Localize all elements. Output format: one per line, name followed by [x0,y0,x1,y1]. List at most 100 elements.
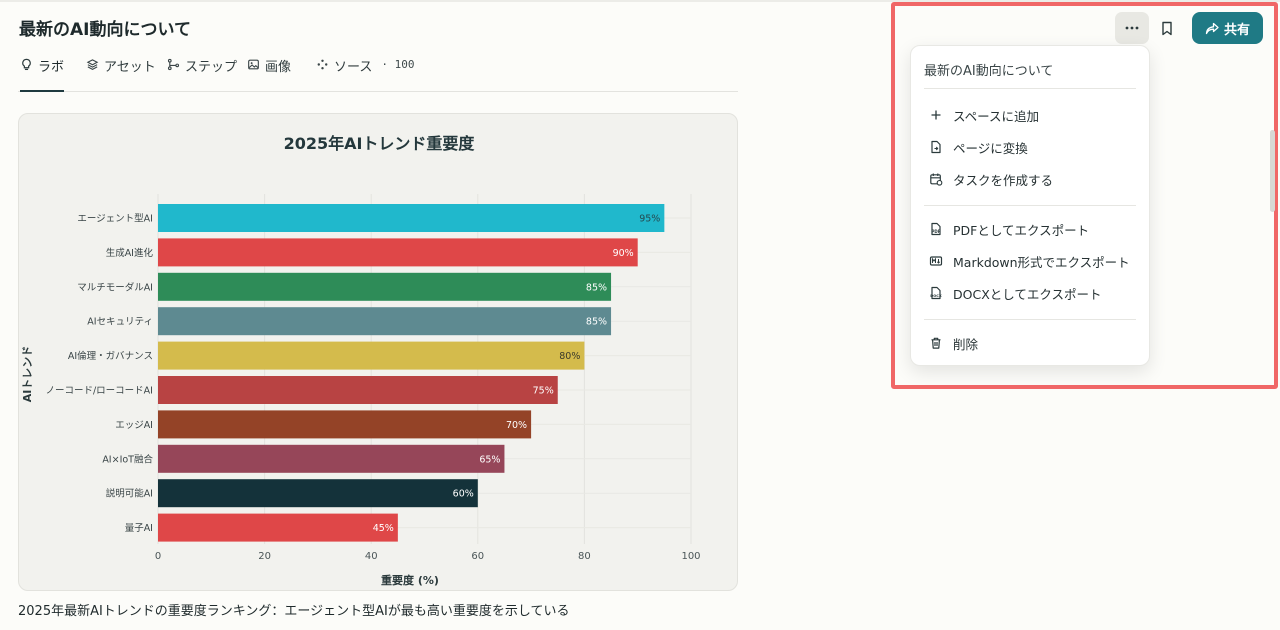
layers-icon [86,59,99,70]
plus-icon [931,110,941,120]
bar-value-label: 85% [586,317,607,328]
menu-header: 最新のAI動向について [924,64,1054,79]
category-label: ノーコード/ローコードAI [45,386,153,397]
menu-divider [924,319,1136,320]
more-options-button[interactable] [1115,12,1149,44]
x-tick-label: 40 [365,551,378,562]
tab-label: ソース [334,60,373,75]
bar [158,479,478,508]
bookmark-icon [1162,21,1172,35]
svg-text:DOCX: DOCX [930,294,942,298]
x-axis-ticks: 0 20 40 60 80 100 [155,551,701,562]
svg-text:PDF: PDF [932,229,941,234]
category-label: AIセキュリティ [87,317,153,328]
bar [158,204,665,232]
tab-images[interactable]: 画像 [247,56,291,92]
bar-value-label: 70% [506,420,527,431]
create-task-item[interactable]: タスクを作成する [911,165,1151,193]
add-to-space-item[interactable]: スペースに追加 [911,101,1151,129]
bar-chart: 2025年AIトレンド重要度 95% 90% 85% 85% 80% 75% 70% 65% 6… [21,134,701,587]
tab-steps[interactable]: ステップ [167,56,237,92]
bar [158,341,585,370]
y-axis-label: AIトレンド [21,346,34,403]
bar [158,444,505,473]
pdf-icon: PDF [931,222,941,236]
category-label: 生成AI進化 [106,247,154,259]
category-label: 説明可能AI [106,488,153,500]
bar-value-label: 75% [533,386,554,397]
x-tick-label: 60 [471,551,484,562]
bar-value-label: 45% [373,523,394,534]
export-pdf-item[interactable]: PDF PDFとしてエクスポート [911,215,1151,243]
bar-value-label: 90% [613,248,634,259]
x-tick-label: 0 [155,551,161,562]
category-label: マルチモーダルAI [77,281,153,293]
menu-item-label: 削除 [953,336,979,352]
page-title: 最新のAI動向について [19,20,191,40]
menu-divider [924,88,1136,89]
trash-icon [931,337,941,349]
chart-caption: 2025年最新AIトレンドの重要度ランキング：エージェント型AIが最も高い重要度… [18,604,570,619]
bar [158,307,612,336]
tab-label: ラボ [38,60,65,75]
source-count: · 100 [381,58,415,71]
chart-card: 2025年AIトレンド重要度 95% 90% 85% 85% 80% 75% 70% 65% 6… [18,113,738,591]
menu-divider [924,205,1136,206]
bar [158,272,612,301]
bookmark-button[interactable] [1154,12,1180,44]
x-tick-label: 20 [258,551,271,562]
category-label: エッジAI [115,420,153,431]
bar [158,410,532,439]
export-docx-item[interactable]: DOCX DOCXとしてエクスポート [911,279,1151,307]
tab-label: ステップ [185,60,238,75]
category-label: 量子AI [125,523,153,534]
file-convert-icon [931,140,941,154]
more-options-menu: 最新のAI動向について スペースに追加 ページに変換 タスクを作成する PDF … [910,45,1150,366]
x-tick-label: 100 [681,551,700,562]
share-button[interactable]: 共有 [1192,12,1263,44]
category-label: AI倫理・ガバナンス [68,350,153,362]
x-axis-label: 重要度 (%) [381,573,439,587]
lightbulb-icon [22,58,31,71]
bar [158,513,398,542]
chart-title: 2025年AIトレンド重要度 [284,134,476,153]
bar [158,238,638,267]
x-tick-label: 80 [578,551,591,562]
image-icon [248,59,259,70]
bar-value-label: 60% [453,489,474,500]
share-label: 共有 [1223,22,1250,38]
bar [158,376,558,404]
bar-value-label: 80% [559,351,580,362]
menu-item-label: PDFとしてエクスポート [953,222,1090,238]
tab-sources[interactable]: ソース · 100 [316,56,414,92]
menu-item-label: タスクを作成する [953,172,1054,188]
bar-value-label: 85% [586,282,607,293]
category-label: エージェント型AI [77,214,153,225]
menu-item-label: Markdown形式でエクスポート [953,254,1130,270]
markdown-icon [929,256,943,266]
top-border [0,0,1280,2]
steps-icon [167,58,180,71]
docx-icon: DOCX [930,286,942,300]
share-arrow-icon [1205,22,1219,34]
scrollbar-thumb[interactable] [1270,130,1275,212]
menu-item-label: DOCXとしてエクスポート [953,286,1102,302]
tab-lab[interactable]: ラボ [20,56,64,92]
delete-item[interactable]: 削除 [911,329,1151,357]
menu-item-label: スペースに追加 [953,108,1040,124]
export-markdown-item[interactable]: Markdown形式でエクスポート [911,247,1151,275]
category-label: AI×IoT融合 [102,453,153,465]
bar-value-label: 65% [479,454,500,465]
menu-item-label: ページに変換 [953,140,1028,156]
sources-icon [317,59,328,70]
tab-label: 画像 [265,60,292,75]
bar-value-label: 95% [639,214,660,225]
convert-to-page-item[interactable]: ページに変換 [911,133,1151,161]
tab-label: アセット [104,60,156,75]
calendar-task-icon [930,173,943,186]
tab-bar: ラボ アセット ステップ 画像 ソース · 100 [18,52,738,92]
tab-assets[interactable]: アセット [86,56,156,92]
bars: 95% 90% 85% 85% 80% 75% 70% 65% 60% 45% [158,204,665,542]
more-horizontal-icon [1125,26,1139,30]
